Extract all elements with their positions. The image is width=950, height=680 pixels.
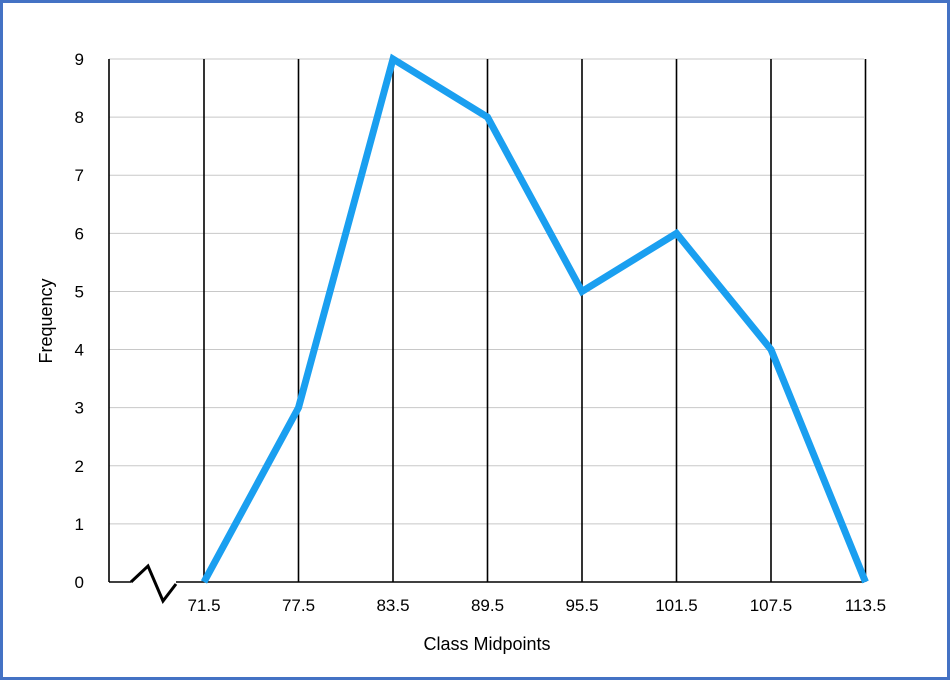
x-tick-label: 113.5 bbox=[845, 596, 886, 615]
y-axis-title: Frequency bbox=[36, 278, 56, 363]
x-tick-label: 107.5 bbox=[750, 596, 793, 615]
y-tick-labels: 0 1 2 3 4 5 6 7 8 9 bbox=[75, 50, 84, 592]
series bbox=[200, 53, 869, 584]
axis-break-icon bbox=[129, 563, 178, 604]
axis-break-zigzag bbox=[129, 563, 178, 604]
y-tick-label: 5 bbox=[75, 282, 84, 301]
x-tick-labels: 71.5 77.5 83.5 89.5 95.5 101.5 107.5 113.5 bbox=[187, 596, 886, 615]
horizontal-gridlines bbox=[109, 58, 864, 525]
x-tick-label: 89.5 bbox=[471, 596, 504, 615]
vertical-gridlines bbox=[108, 59, 867, 582]
x-tick-label: 71.5 bbox=[187, 596, 220, 615]
y-tick-label: 8 bbox=[75, 108, 84, 127]
x-axis-title: Class Midpoints bbox=[423, 634, 550, 654]
y-tick-label: 3 bbox=[75, 399, 84, 418]
y-tick-label: 9 bbox=[75, 50, 84, 69]
x-tick-label: 95.5 bbox=[565, 596, 598, 615]
y-tick-label: 2 bbox=[75, 457, 84, 476]
y-tick-label: 6 bbox=[75, 224, 84, 243]
y-tick-label: 4 bbox=[75, 341, 84, 360]
x-tick-label: 83.5 bbox=[376, 596, 409, 615]
series-line bbox=[200, 53, 869, 584]
x-tick-label: 101.5 bbox=[655, 596, 698, 615]
x-tick-label: 77.5 bbox=[282, 596, 315, 615]
y-tick-label: 1 bbox=[75, 515, 84, 534]
y-tick-label: 0 bbox=[75, 573, 84, 592]
y-tick-label: 7 bbox=[75, 166, 84, 185]
